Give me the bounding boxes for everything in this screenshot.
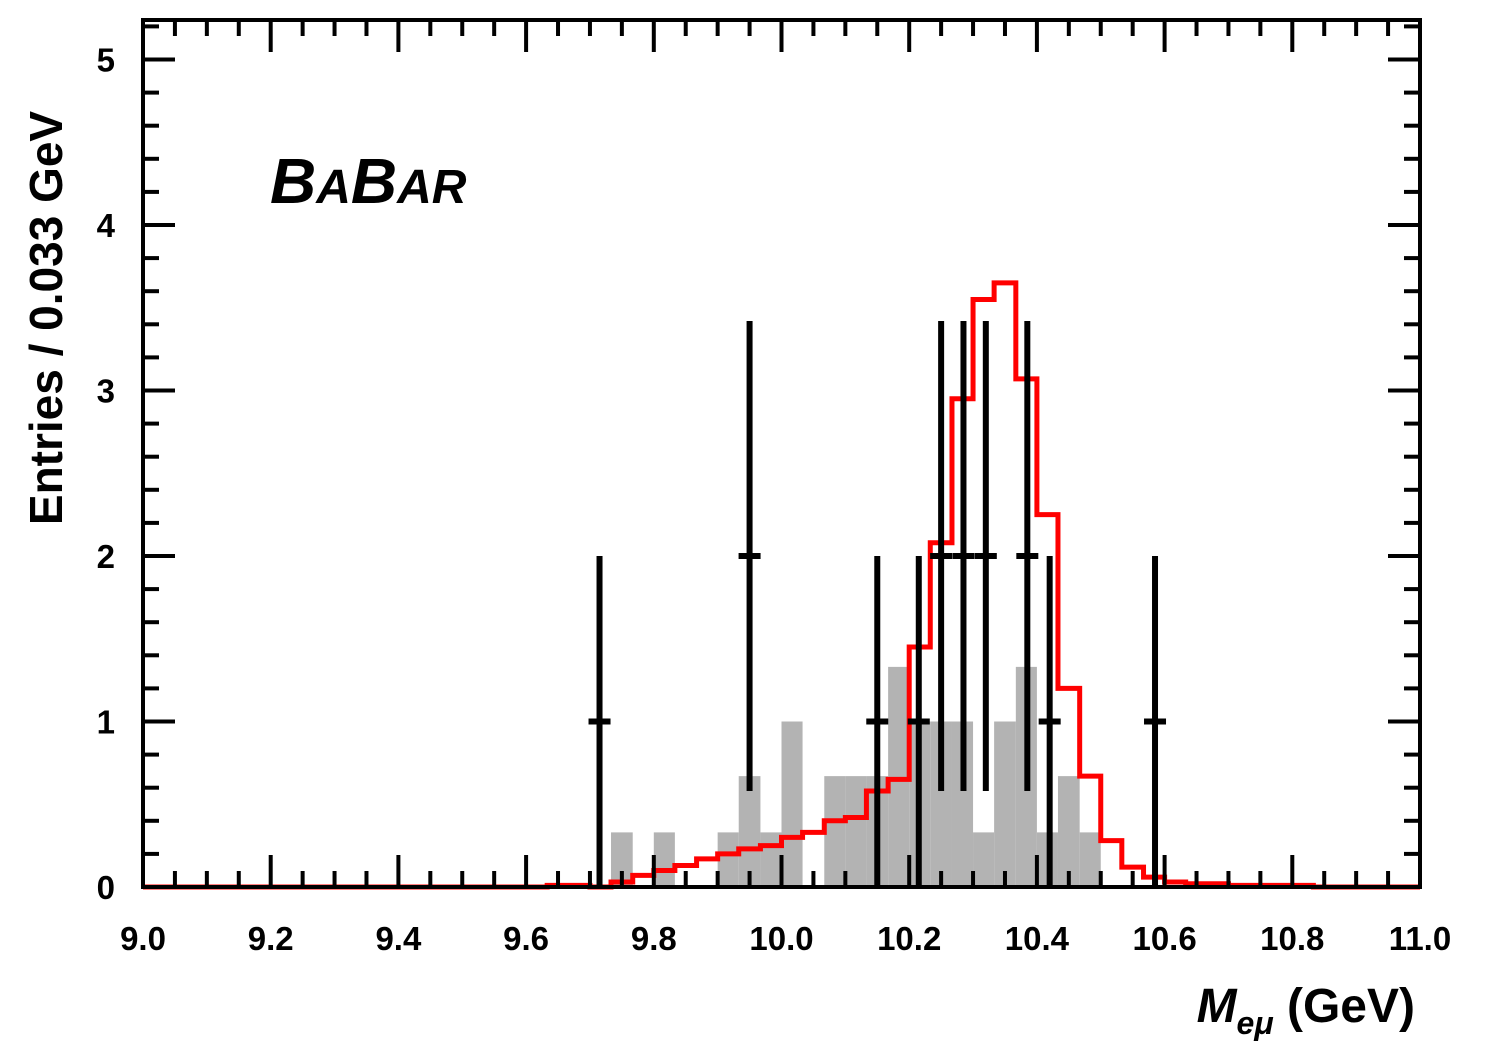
x-axis-title: Meμ (GeV) xyxy=(1197,980,1415,1041)
background-bar xyxy=(994,721,1016,887)
x-tick-label: 9.0 xyxy=(120,920,166,957)
y-tick-label: 1 xyxy=(97,704,115,741)
background-bar xyxy=(1079,832,1101,887)
y-tick-label: 0 xyxy=(97,869,115,906)
experiment-label-part: B xyxy=(351,145,397,217)
experiment-label-part: AR xyxy=(396,161,467,214)
data-point xyxy=(1144,556,1167,887)
data-point xyxy=(1038,556,1061,887)
data-point xyxy=(952,320,975,792)
x-tick-label: 10.0 xyxy=(749,920,813,957)
y-tick-label: 4 xyxy=(97,207,116,244)
background-bar xyxy=(760,832,782,887)
y-tick-label: 3 xyxy=(97,373,115,410)
x-axis-title-symbol: M xyxy=(1197,980,1238,1033)
background-bar xyxy=(1057,776,1080,887)
x-tick-label: 9.2 xyxy=(248,920,294,957)
x-tick-label: 9.4 xyxy=(375,920,422,957)
experiment-label: BABAR xyxy=(270,145,467,217)
x-tick-label: 10.4 xyxy=(1005,920,1070,957)
experiment-label-part: A xyxy=(315,161,351,214)
experiment-label-part: B xyxy=(270,145,316,217)
data-point xyxy=(907,556,930,887)
data-point xyxy=(738,320,761,792)
x-tick-labels: 9.0 9.2 9.4 9.6 9.8 10.0 10.2 10.4 10.6 10.8 11.0 xyxy=(120,920,1451,957)
data-point xyxy=(930,320,953,792)
data-point xyxy=(974,320,997,792)
x-tick-label: 9.6 xyxy=(503,920,549,957)
background-bar xyxy=(781,721,803,887)
background-bar xyxy=(738,776,761,887)
x-tick-label: 10.2 xyxy=(877,920,941,957)
x-tick-label: 10.8 xyxy=(1260,920,1324,957)
background-bar xyxy=(717,832,739,887)
background-bar xyxy=(653,832,675,887)
background-bar xyxy=(973,832,995,887)
data-points xyxy=(588,320,1167,887)
x-tick-label: 10.6 xyxy=(1132,920,1196,957)
data-point xyxy=(1016,320,1039,792)
axis-ticks xyxy=(141,20,1422,889)
background-bar xyxy=(951,721,974,887)
background-bar xyxy=(611,832,633,887)
background-bar xyxy=(845,776,867,887)
x-axis-title-unit: (GeV) xyxy=(1274,980,1415,1033)
data-point xyxy=(588,556,611,887)
background-bar xyxy=(930,721,952,887)
y-tick-label: 5 xyxy=(97,42,115,79)
y-tick-labels: 0 1 2 3 4 5 xyxy=(97,42,116,907)
y-axis-title: Entries / 0.033 GeV xyxy=(20,111,72,526)
background-bar xyxy=(824,776,846,887)
y-tick-label: 2 xyxy=(97,538,115,575)
x-tick-label: 11.0 xyxy=(1389,920,1451,957)
x-axis-title-subscript: eμ xyxy=(1237,1005,1274,1041)
data-point xyxy=(866,556,889,887)
x-tick-label: 9.8 xyxy=(631,920,677,957)
